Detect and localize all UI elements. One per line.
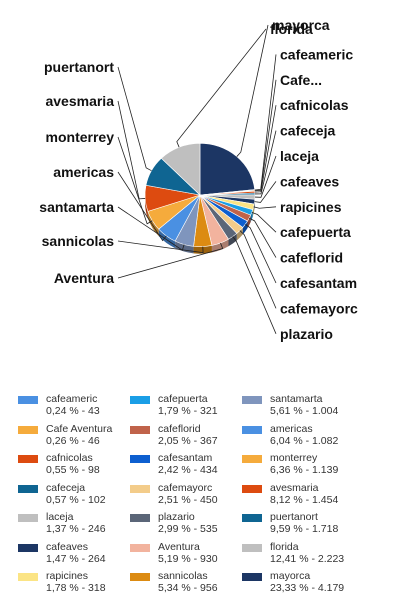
legend-swatch	[130, 514, 150, 522]
legend-swatch	[242, 485, 262, 493]
legend-label: rapicines	[46, 570, 88, 582]
pie-chart: mayorcacafeamericCafe...cafnicolascafece…	[0, 0, 400, 385]
legend-label: santamarta	[270, 393, 323, 405]
legend-swatch	[130, 455, 150, 463]
legend-swatch	[242, 455, 262, 463]
leader-line	[249, 218, 276, 257]
legend-label: cafeflorid	[158, 423, 201, 435]
legend-value: 5,61 % - 1.004	[270, 405, 338, 417]
legend-value: 6,04 % - 1.082	[270, 435, 338, 447]
legend-swatch	[242, 426, 262, 434]
legend-value: 2,99 % - 535	[158, 523, 218, 535]
slice-label: santamarta	[39, 199, 114, 215]
slice-label: laceja	[280, 148, 319, 164]
slice-label: americas	[53, 164, 114, 180]
legend-label: cafeameric	[46, 393, 97, 405]
legend-label: Cafe Aventura	[46, 423, 112, 435]
legend-label: cafesantam	[158, 452, 212, 464]
legend-swatch	[130, 426, 150, 434]
legend-value: 23,33 % - 4.179	[270, 582, 344, 594]
legend-value: 1,79 % - 321	[158, 405, 218, 417]
slice-label: Aventura	[54, 270, 114, 286]
slice-label: monterrey	[46, 129, 115, 145]
legend-value: 12,41 % - 2.223	[270, 553, 344, 565]
legend-value: 1,47 % - 264	[46, 553, 106, 565]
legend-swatch	[130, 396, 150, 404]
slice-label: cafepuerta	[280, 224, 351, 240]
legend-value: 0,26 % - 46	[46, 435, 100, 447]
legend-label: mayorca	[270, 570, 310, 582]
legend-swatch	[18, 485, 38, 493]
legend-value: 2,05 % - 367	[158, 435, 218, 447]
legend-label: americas	[270, 423, 313, 435]
leader-line	[240, 231, 276, 309]
legend-swatch	[18, 455, 38, 463]
legend-value: 5,34 % - 956	[158, 582, 218, 594]
legend-value: 1,37 % - 246	[46, 523, 106, 535]
leader-line	[177, 29, 266, 147]
legend-swatch	[18, 573, 38, 581]
legend-value: 0,24 % - 43	[46, 405, 100, 417]
leader-line	[233, 237, 276, 334]
legend-label: avesmaria	[270, 482, 318, 494]
legend-label: cafepuerta	[158, 393, 208, 405]
leader-line	[237, 25, 268, 157]
leader-line	[255, 156, 276, 197]
legend-label: cafnicolas	[46, 452, 93, 464]
legend-swatch	[242, 573, 262, 581]
slice-label: avesmaria	[45, 93, 114, 109]
legend-swatch	[130, 573, 150, 581]
slice-label: cafeameric	[280, 46, 353, 62]
slice-label: cafeceja	[280, 123, 335, 139]
slice-label: cafesantam	[280, 275, 357, 291]
leader-line	[254, 207, 276, 208]
slice-label: cafeflorid	[280, 250, 343, 266]
legend-value: 0,55 % - 98	[46, 464, 100, 476]
legend-swatch	[130, 485, 150, 493]
legend-value: 9,59 % - 1.718	[270, 523, 338, 535]
legend-label: plazario	[158, 511, 195, 523]
legend-swatch	[18, 514, 38, 522]
legend-value: 2,42 % - 434	[158, 464, 218, 476]
legend-label: florida	[270, 541, 299, 553]
legend-swatch	[242, 544, 262, 552]
legend-swatch	[18, 544, 38, 552]
slice-label: sannicolas	[42, 233, 115, 249]
legend-label: laceja	[46, 511, 73, 523]
leader-line	[245, 224, 276, 283]
slice-label: plazario	[280, 326, 333, 342]
slice-label: florida	[270, 21, 313, 37]
legend-swatch	[242, 396, 262, 404]
legend-label: cafemayorc	[158, 482, 212, 494]
legend-value: 2,51 % - 450	[158, 494, 218, 506]
slice-label: cafnicolas	[280, 97, 349, 113]
legend-value: 8,12 % - 1.454	[270, 494, 338, 506]
legend-swatch	[130, 544, 150, 552]
legend-value: 6,36 % - 1.139	[270, 464, 338, 476]
legend-swatch	[242, 514, 262, 522]
pie-slice[interactable]	[200, 143, 255, 195]
slice-label: rapicines	[280, 199, 342, 215]
slice-label: cafeaves	[280, 173, 339, 189]
legend-swatch	[18, 426, 38, 434]
legend-value: 1,78 % - 318	[46, 582, 106, 594]
legend-label: sannicolas	[158, 570, 208, 582]
legend-swatch	[18, 396, 38, 404]
slice-label: puertanort	[44, 59, 114, 75]
legend-value: 0,57 % - 102	[46, 494, 106, 506]
legend-label: cafeaves	[46, 541, 88, 553]
slice-label: Cafe...	[280, 72, 322, 88]
legend-label: cafeceja	[46, 482, 85, 494]
legend-label: monterrey	[270, 452, 317, 464]
legend-value: 5,19 % - 930	[158, 553, 218, 565]
legend-label: Aventura	[158, 541, 200, 553]
leader-line	[118, 67, 151, 171]
slice-label: cafemayorc	[280, 300, 358, 316]
legend-label: puertanort	[270, 511, 318, 523]
